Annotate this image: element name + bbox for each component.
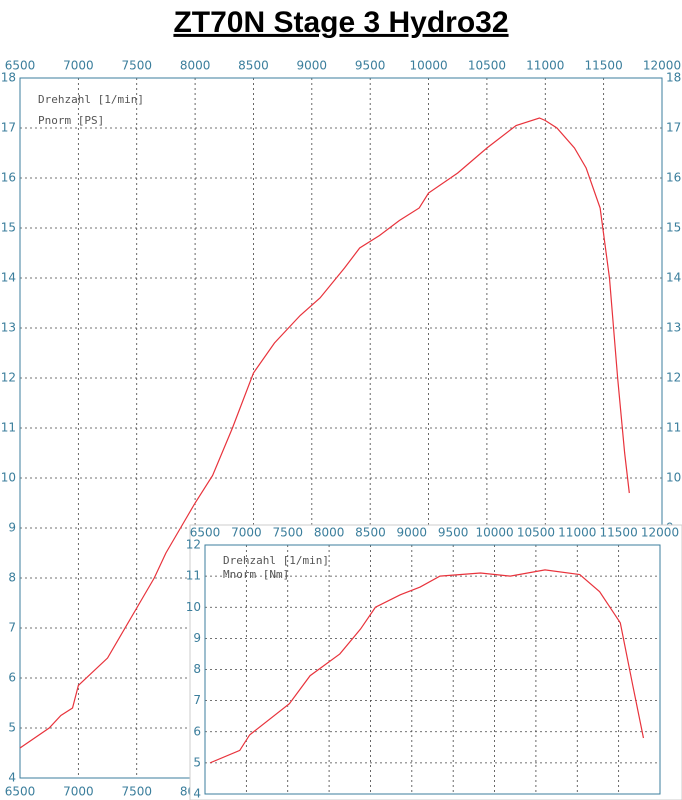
x-tick-label: 11000 <box>526 59 564 73</box>
y-tick-label: 12 <box>186 538 201 552</box>
y-tick-label: 11 <box>666 421 681 435</box>
y-tick-label: 7 <box>193 693 201 707</box>
x-tick-label: 8500 <box>238 59 269 73</box>
x-tick-label: 10500 <box>468 59 506 73</box>
power-curve <box>209 569 645 764</box>
y-tick-label: 12 <box>1 371 16 385</box>
x-tick-label: 7500 <box>121 785 152 799</box>
x-tick-label: 6500 <box>5 59 36 73</box>
y-tick-label: 8 <box>193 662 201 676</box>
x-tick-label: 8000 <box>314 526 345 540</box>
y-tick-label: 16 <box>1 171 16 185</box>
y-tick-label: 14 <box>666 271 681 285</box>
x-tick-label: 10000 <box>409 59 447 73</box>
x-tick-label: 7000 <box>63 785 94 799</box>
y-tick-label: 6 <box>8 671 16 685</box>
x-tick-label: 7500 <box>121 59 152 73</box>
x-tick-label: 12000 <box>643 59 681 73</box>
plot-frame <box>204 544 661 795</box>
x-tick-label: 11500 <box>600 526 638 540</box>
y-tick-label: 4 <box>8 771 16 785</box>
inset-panel <box>189 524 682 800</box>
x-tick-label: 11000 <box>558 526 596 540</box>
x-axis-label: Drehzahl [1/min] <box>38 93 144 106</box>
y-tick-label: 18 <box>666 71 681 85</box>
x-tick-label: 10500 <box>517 526 555 540</box>
y-tick-label: 6 <box>193 724 201 738</box>
x-tick-label: 9500 <box>438 526 469 540</box>
x-tick-label: 6500 <box>190 526 221 540</box>
y-axis-label: Mnorm [Nm] <box>223 568 289 581</box>
y-axis-label: Pnorm [PS] <box>38 114 104 127</box>
x-tick-label: 7500 <box>272 526 303 540</box>
x-tick-label: 11500 <box>585 59 623 73</box>
y-tick-label: 18 <box>1 71 16 85</box>
x-tick-label: 7000 <box>63 59 94 73</box>
x-tick-label: 9000 <box>397 526 428 540</box>
y-tick-label: 15 <box>666 221 681 235</box>
y-tick-label: 13 <box>666 321 681 335</box>
y-tick-label: 11 <box>1 421 16 435</box>
x-tick-label: 9500 <box>355 59 386 73</box>
y-tick-label: 10 <box>666 471 681 485</box>
y-tick-label: 11 <box>186 569 201 583</box>
y-tick-label: 5 <box>8 721 16 735</box>
power-curve <box>19 117 630 749</box>
y-tick-label: 4 <box>193 787 201 800</box>
x-axis-label: Drehzahl [1/min] <box>223 554 329 567</box>
y-tick-label: 14 <box>1 271 16 285</box>
x-tick-label: 10000 <box>475 526 513 540</box>
y-tick-label: 15 <box>1 221 16 235</box>
x-tick-label: 7000 <box>231 526 262 540</box>
y-tick-label: 5 <box>193 755 201 769</box>
y-tick-label: 10 <box>1 471 16 485</box>
x-tick-label: 8000 <box>180 59 211 73</box>
x-tick-label: 6500 <box>5 785 36 799</box>
y-tick-label: 8 <box>8 571 16 585</box>
y-tick-label: 9 <box>193 631 201 645</box>
y-tick-label: 10 <box>186 600 201 614</box>
y-tick-label: 17 <box>666 121 681 135</box>
y-tick-label: 9 <box>8 521 16 535</box>
y-tick-label: 12 <box>666 371 681 385</box>
x-tick-label: 9000 <box>297 59 328 73</box>
x-tick-label: 12000 <box>641 526 679 540</box>
y-tick-label: 7 <box>8 621 16 635</box>
y-tick-label: 13 <box>1 321 16 335</box>
x-tick-label: 8500 <box>355 526 386 540</box>
chart-title: ZT70N Stage 3 Hydro32 <box>173 6 508 39</box>
y-tick-label: 17 <box>1 121 16 135</box>
y-tick-label: 16 <box>666 171 681 185</box>
